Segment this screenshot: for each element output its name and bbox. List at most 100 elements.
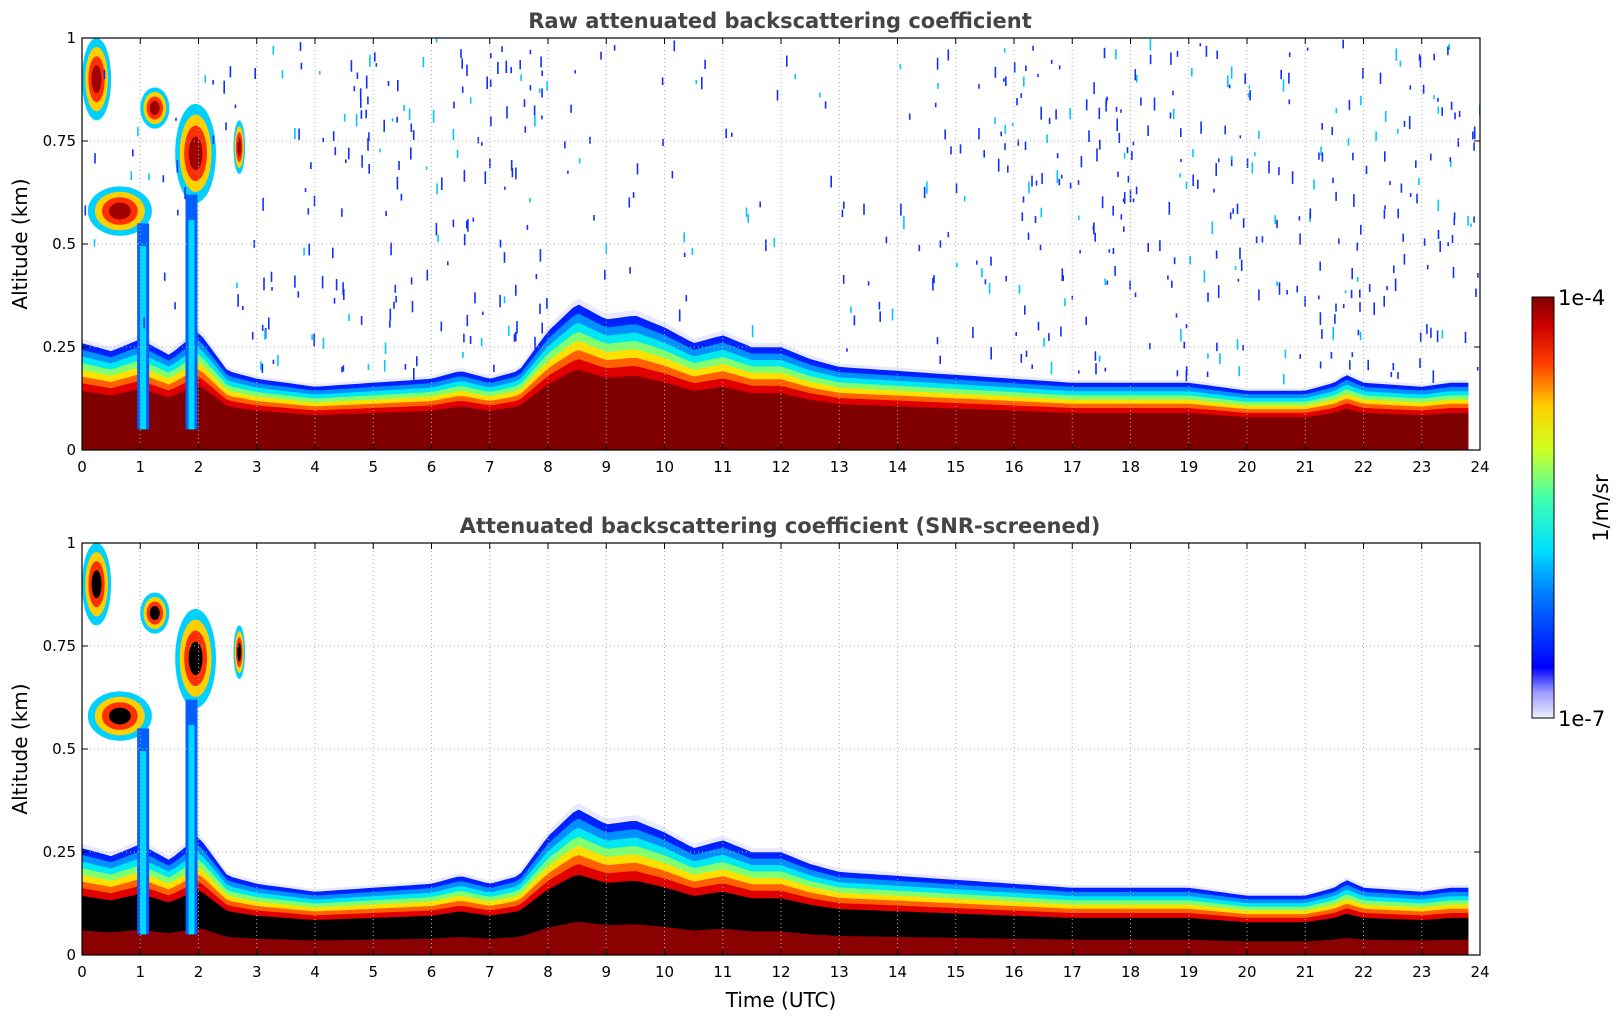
noise-speck xyxy=(355,114,358,127)
noise-speck xyxy=(1430,327,1432,338)
noise-speck xyxy=(1359,331,1362,341)
noise-speck xyxy=(1288,99,1291,105)
noise-speck xyxy=(1298,216,1301,221)
noise-speck xyxy=(947,232,950,238)
noise-speck xyxy=(879,311,881,322)
noise-speck xyxy=(1050,59,1053,64)
noise-speck xyxy=(1004,125,1007,134)
noise-speck xyxy=(1384,111,1387,122)
cloud-patch-2 xyxy=(149,606,160,621)
noise-speck xyxy=(1356,276,1359,282)
noise-speck xyxy=(294,275,296,288)
x-tick-label: 5 xyxy=(368,458,378,476)
y-tick-label: 0.75 xyxy=(43,637,76,655)
noise-speck xyxy=(1112,205,1114,216)
noise-speck xyxy=(1288,72,1290,84)
noise-speck xyxy=(365,75,368,89)
noise-speck xyxy=(934,102,937,108)
noise-speck xyxy=(515,331,517,342)
noise-speck xyxy=(204,75,206,83)
noise-speck xyxy=(270,271,273,282)
noise-speck xyxy=(1360,95,1362,106)
noise-speck xyxy=(994,66,997,78)
noise-speck xyxy=(1470,223,1472,227)
noise-speck xyxy=(452,128,455,141)
noise-speck xyxy=(268,317,270,330)
noise-speck xyxy=(447,261,449,266)
noise-speck xyxy=(515,167,517,180)
noise-speck xyxy=(493,364,495,372)
noise-speck xyxy=(538,88,541,93)
noise-speck xyxy=(751,325,754,338)
noise-speck xyxy=(508,325,510,336)
y-tick-label: 0.5 xyxy=(52,235,76,253)
noise-speck xyxy=(1005,275,1007,282)
noise-speck xyxy=(350,60,353,72)
noise-speck xyxy=(1426,324,1428,334)
noise-speck xyxy=(1286,290,1288,295)
noise-speck xyxy=(963,196,966,202)
cloud-patch-3 xyxy=(188,136,203,171)
noise-speck xyxy=(1408,116,1411,129)
noise-speck xyxy=(334,147,337,156)
noise-speck xyxy=(725,128,727,139)
noise-speck xyxy=(632,192,635,198)
noise-speck xyxy=(1392,363,1395,371)
x-tick-label: 6 xyxy=(427,963,437,981)
noise-speck xyxy=(1080,155,1083,168)
noise-speck xyxy=(1172,90,1174,96)
noise-speck xyxy=(384,342,387,355)
noise-speck xyxy=(636,163,639,175)
noise-speck xyxy=(1149,38,1152,51)
noise-speck xyxy=(440,321,443,332)
noise-speck xyxy=(794,74,796,80)
noise-speck xyxy=(396,176,399,190)
x-tick-label: 1 xyxy=(135,458,145,476)
colorbar-unit-label: 1/m/sr xyxy=(1589,474,1613,542)
noise-speck xyxy=(1349,360,1351,370)
noise-speck xyxy=(1000,131,1002,137)
noise-speck xyxy=(1032,45,1034,51)
noise-speck xyxy=(1200,121,1202,134)
noise-speck xyxy=(1069,182,1072,189)
noise-speck xyxy=(1167,275,1169,280)
x-tick-label: 17 xyxy=(1063,458,1082,476)
noise-speck xyxy=(1477,273,1479,278)
noise-speck xyxy=(1453,212,1456,219)
noise-speck xyxy=(385,210,387,217)
heatmap-screened xyxy=(82,543,1469,955)
noise-speck xyxy=(389,308,392,321)
noise-speck xyxy=(503,296,506,304)
noise-speck xyxy=(1309,208,1312,219)
noise-speck xyxy=(1342,304,1345,309)
noise-speck xyxy=(578,158,581,164)
noise-speck xyxy=(1040,207,1043,218)
panel-title-screened: Attenuated backscattering coefficient (S… xyxy=(460,514,1101,538)
noise-speck xyxy=(605,242,608,254)
noise-speck xyxy=(1335,303,1337,312)
noise-speck xyxy=(394,284,397,293)
plume-core-1 xyxy=(188,220,195,430)
noise-speck xyxy=(236,282,238,289)
noise-speck xyxy=(1231,156,1233,160)
noise-speck xyxy=(956,263,958,268)
noise-speck xyxy=(765,239,767,251)
noise-speck xyxy=(1061,268,1064,281)
noise-speck xyxy=(1318,152,1320,160)
noise-speck xyxy=(1246,158,1249,168)
noise-speck xyxy=(1106,280,1109,285)
noise-speck xyxy=(1367,359,1369,371)
y-tick-label: 0.5 xyxy=(52,740,76,758)
x-tick-label: 19 xyxy=(1179,458,1198,476)
noise-speck xyxy=(1430,153,1432,161)
cloud-patch-2 xyxy=(149,101,160,116)
noise-speck xyxy=(1105,101,1107,112)
noise-speck xyxy=(1176,50,1179,57)
x-tick-label: 1 xyxy=(135,963,145,981)
noise-speck xyxy=(1236,339,1239,350)
noise-speck xyxy=(1203,270,1206,283)
noise-speck xyxy=(1191,68,1193,77)
noise-speck xyxy=(1240,259,1243,272)
noise-speck xyxy=(367,364,370,371)
noise-speck xyxy=(361,155,363,168)
